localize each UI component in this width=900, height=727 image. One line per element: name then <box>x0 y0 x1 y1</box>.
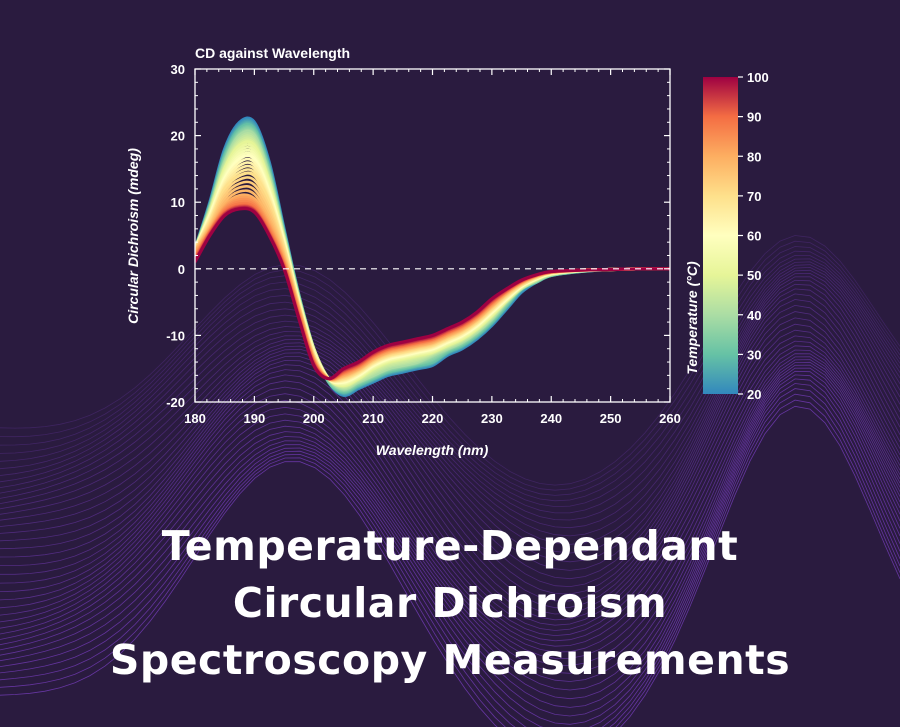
decor-wave-line <box>0 317 900 621</box>
decor-wave-line <box>0 235 900 486</box>
decor-wave-line <box>0 269 900 545</box>
y-tick-label: 0 <box>178 262 185 277</box>
colorbar-label: Temperature (°C) <box>684 261 700 375</box>
decor-wave-line <box>0 361 900 682</box>
colorbar-tick-label: 40 <box>747 308 761 323</box>
x-tick-label: 220 <box>422 411 444 426</box>
cd-chart: CD against Wavelength 180 190 200 210 220 230… <box>125 45 769 458</box>
decor-wave-line <box>0 370 900 708</box>
decor-wave-line <box>0 250 900 502</box>
decor-wave-line <box>0 335 900 637</box>
x-tick-label: 180 <box>184 411 206 426</box>
decor-wave-line <box>0 399 900 727</box>
y-axis-label: Circular Dichroism (mdeg) <box>125 148 141 324</box>
decor-wave-line <box>0 364 900 691</box>
headline-line-2: Circular Dichroism <box>232 579 668 627</box>
colorbar-tick-label: 30 <box>747 347 761 362</box>
series-lines <box>195 116 670 398</box>
chart-title: CD against Wavelength <box>195 45 350 61</box>
x-tick-label: 260 <box>659 411 681 426</box>
decor-wave-line <box>0 378 900 725</box>
decor-wave-line <box>0 261 900 521</box>
x-axis-label: Wavelength (nm) <box>376 442 489 458</box>
series-line-100 <box>195 206 670 381</box>
colorbar-tick-label: 90 <box>747 110 761 125</box>
decor-wave-line <box>0 383 900 727</box>
x-tick-label: 240 <box>540 411 562 426</box>
decor-wave-line <box>0 266 900 537</box>
x-tick-label: 250 <box>600 411 622 426</box>
decor-wave-line <box>0 393 900 727</box>
decor-wave-line <box>0 323 900 626</box>
decor-wave-line <box>0 283 900 580</box>
decor-wave-line <box>0 345 900 647</box>
decor-wave-line <box>0 374 900 717</box>
decor-wave-line <box>0 329 900 631</box>
y-tick-label: -10 <box>166 328 185 343</box>
decor-wave-line <box>0 279 900 571</box>
decor-wave-line <box>0 272 900 554</box>
decor-wave-line <box>0 340 900 642</box>
colorbar-tick-label: 20 <box>747 387 761 402</box>
y-tick-label: 10 <box>171 195 185 210</box>
decor-wave-line <box>0 240 900 491</box>
decor-wave-line <box>0 304 900 609</box>
decor-wave-line <box>0 367 900 700</box>
colorbar-axis: 20 30 40 50 60 70 80 90 100 <box>738 70 769 402</box>
colorbar-tick-label: 100 <box>747 70 769 85</box>
decor-wave-line <box>0 299 900 602</box>
y-tick-label: 30 <box>171 62 185 77</box>
headline-line-1: Temperature-Dependant <box>161 522 739 570</box>
decor-wave-line <box>0 264 900 529</box>
y-axis: -20 -10 0 10 20 30 <box>166 62 670 410</box>
decor-wave-line <box>0 405 900 727</box>
decor-wave-line <box>0 246 900 496</box>
colorbar-tick-label: 70 <box>747 189 761 204</box>
decor-wave-line <box>0 258 900 514</box>
decor-wave-line <box>0 311 900 615</box>
x-tick-label: 210 <box>362 411 384 426</box>
y-tick-label: 20 <box>171 129 185 144</box>
decor-wave-line <box>0 288 900 588</box>
decor-wave-line <box>0 254 900 508</box>
decor-wave-line <box>0 293 900 595</box>
x-tick-label: 200 <box>303 411 325 426</box>
x-axis: 180 190 200 210 220 230 240 250 260 <box>184 69 681 426</box>
colorbar-tick-label: 60 <box>747 229 761 244</box>
x-tick-label: 230 <box>481 411 503 426</box>
decor-wave-line <box>0 276 900 563</box>
decor-wave-line <box>0 356 900 667</box>
decor-wave-line <box>0 359 900 674</box>
decor-wave-line <box>0 353 900 659</box>
headline: Temperature-Dependant Circular Dichroism… <box>0 518 900 689</box>
colorbar <box>703 77 738 394</box>
y-tick-label: -20 <box>166 395 185 410</box>
decor-wave-line <box>0 349 900 653</box>
colorbar-tick-label: 80 <box>747 149 761 164</box>
decor-wave-line <box>0 388 900 727</box>
x-tick-label: 190 <box>244 411 266 426</box>
headline-line-3: Spectroscopy Measurements <box>109 636 791 684</box>
colorbar-tick-label: 50 <box>747 268 761 283</box>
